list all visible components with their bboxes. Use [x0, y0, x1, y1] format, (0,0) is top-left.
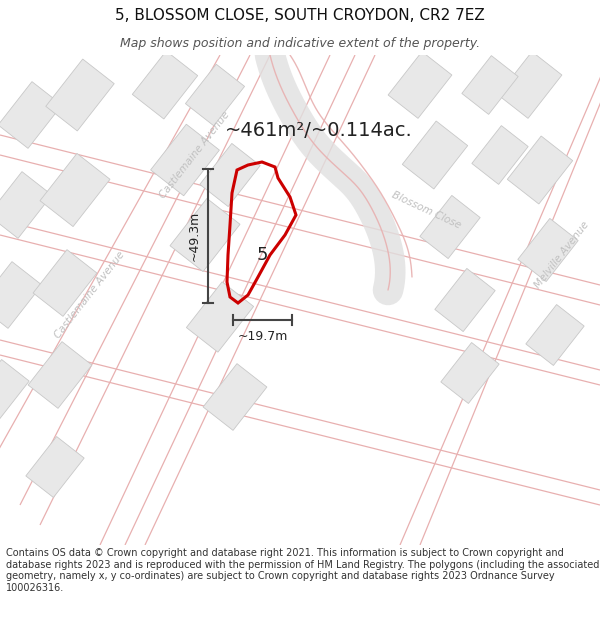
Polygon shape [133, 51, 197, 119]
Text: ~19.7m: ~19.7m [238, 329, 287, 342]
Text: 5, BLOSSOM CLOSE, SOUTH CROYDON, CR2 7EZ: 5, BLOSSOM CLOSE, SOUTH CROYDON, CR2 7EZ [115, 8, 485, 23]
Polygon shape [187, 282, 254, 352]
Polygon shape [462, 56, 518, 114]
Text: ~461m²/~0.114ac.: ~461m²/~0.114ac. [225, 121, 413, 139]
Polygon shape [40, 153, 110, 227]
Polygon shape [420, 196, 480, 259]
Polygon shape [518, 218, 578, 282]
Text: Blossom Close: Blossom Close [390, 189, 463, 231]
Polygon shape [33, 249, 97, 316]
Polygon shape [185, 64, 245, 126]
Text: Contains OS data © Crown copyright and database right 2021. This information is : Contains OS data © Crown copyright and d… [6, 548, 599, 593]
Polygon shape [26, 436, 84, 498]
Polygon shape [151, 124, 220, 196]
Polygon shape [441, 342, 499, 404]
Polygon shape [0, 262, 42, 328]
Polygon shape [498, 52, 562, 118]
Text: 5: 5 [256, 246, 268, 264]
Polygon shape [526, 304, 584, 366]
Polygon shape [170, 198, 240, 272]
Text: Castlemaine Avenue: Castlemaine Avenue [158, 109, 232, 201]
Polygon shape [0, 82, 62, 148]
Polygon shape [403, 121, 467, 189]
Text: ~49.3m: ~49.3m [187, 211, 200, 261]
Polygon shape [28, 342, 92, 408]
Text: Map shows position and indicative extent of the property.: Map shows position and indicative extent… [120, 38, 480, 51]
Text: Castlemaine Avenue: Castlemaine Avenue [53, 249, 127, 341]
Polygon shape [435, 268, 495, 332]
Polygon shape [46, 59, 114, 131]
Polygon shape [0, 359, 29, 421]
Polygon shape [388, 52, 452, 118]
Polygon shape [0, 172, 52, 238]
Polygon shape [200, 143, 260, 207]
Text: Melville Avenue: Melville Avenue [533, 219, 591, 291]
Polygon shape [472, 126, 528, 184]
Polygon shape [203, 364, 267, 431]
Polygon shape [508, 136, 572, 204]
